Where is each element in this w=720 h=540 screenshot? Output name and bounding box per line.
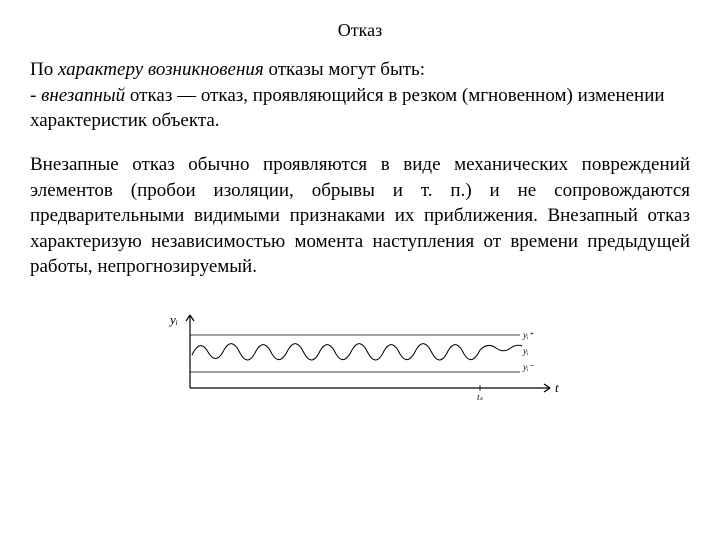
- p1-emphasis-2: внезапный: [41, 85, 125, 106]
- right-label-upper: yᵢ⁺: [522, 330, 534, 340]
- paragraph-2: Внезапные отказ обычно проявляются в вид…: [30, 152, 690, 280]
- tick-label: tₛ: [477, 392, 484, 402]
- p1-text-4: отказ — отказ, проявляющийся в резком (м…: [30, 85, 665, 132]
- failure-diagram: yᵢ t tₛ yᵢ⁺ yᵢ yᵢ⁻: [150, 310, 570, 405]
- paragraph-1: По характеру возникновения отказы могут …: [30, 57, 690, 134]
- p1-emphasis-1: характеру возникновения: [58, 59, 264, 80]
- y-axis-label: yᵢ: [168, 312, 178, 327]
- x-axis-label: t: [555, 380, 559, 395]
- page-title: Отказ: [30, 20, 690, 41]
- right-label-lower: yᵢ⁻: [522, 362, 534, 372]
- p1-text-2: отказы могут быть:: [264, 59, 425, 80]
- diagram-container: yᵢ t tₛ yᵢ⁺ yᵢ yᵢ⁻: [30, 310, 690, 405]
- signal-wave: [192, 344, 522, 360]
- p1-text-1: По: [30, 59, 58, 80]
- p1-text-3: -: [30, 85, 41, 106]
- right-label-mid: yᵢ: [522, 346, 529, 356]
